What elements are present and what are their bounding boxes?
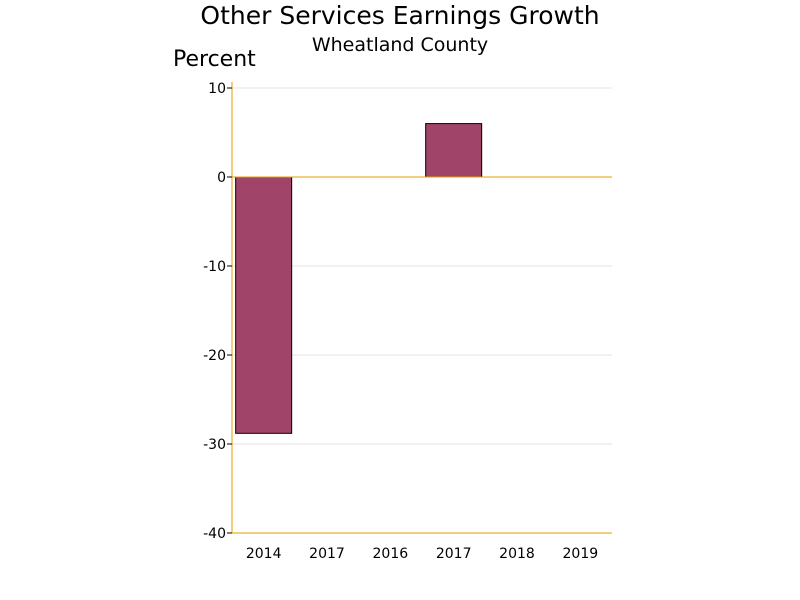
- tick-labels: 10 0 -10 -20 -30 -40 2014 2017 2016 2017 2018 2019: [203, 81, 598, 562]
- y-tick-label: -40: [203, 526, 226, 542]
- axes: [227, 82, 612, 534]
- x-tick-label: 2017: [436, 546, 472, 562]
- y-tick-label: 10: [208, 81, 226, 97]
- y-tick-label: -10: [203, 259, 226, 275]
- chart-title: Other Services Earnings Growth: [200, 1, 600, 30]
- y-tick-label: -30: [203, 437, 226, 453]
- x-tick-label: 2019: [563, 546, 599, 562]
- y-axis-label: Percent: [173, 47, 256, 72]
- grid-lines: [232, 87, 612, 445]
- bar: [425, 123, 483, 178]
- x-tick-label: 2018: [499, 546, 535, 562]
- x-tick-label: 2014: [246, 546, 282, 562]
- x-tick-label: 2017: [309, 546, 345, 562]
- bars: [235, 123, 483, 434]
- x-tick-label: 2016: [373, 546, 409, 562]
- chart-subtitle: Wheatland County: [311, 34, 489, 56]
- y-tick-label: 0: [217, 170, 226, 186]
- bar: [235, 176, 293, 434]
- y-tick-label: -20: [203, 348, 226, 364]
